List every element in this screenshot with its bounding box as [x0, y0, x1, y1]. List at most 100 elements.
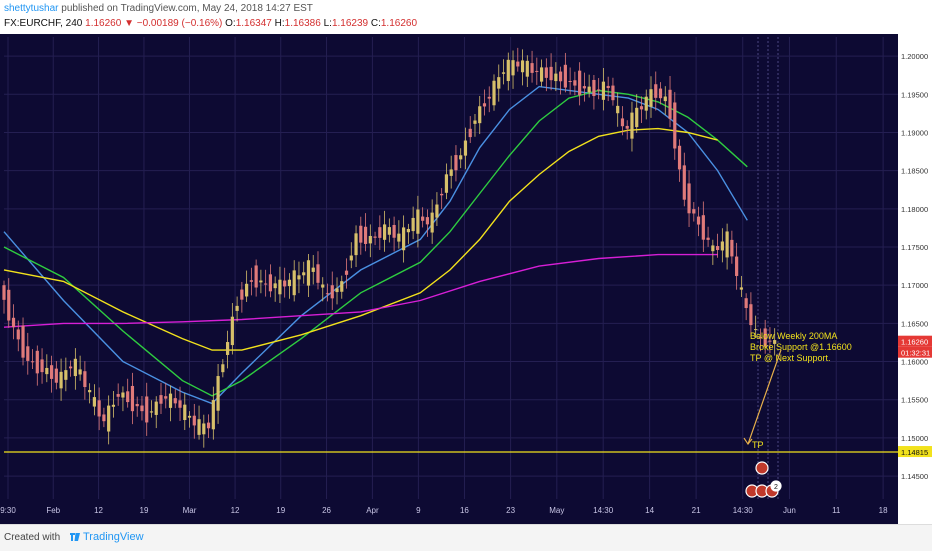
candle-body	[49, 365, 54, 379]
candle-body	[178, 400, 182, 408]
annotation-line-2: Broke Support @1.16600	[750, 342, 852, 352]
event-marker-icon[interactable]	[755, 461, 769, 475]
candle-body	[225, 342, 230, 355]
candle-body	[249, 280, 253, 282]
price-axis-background	[898, 34, 932, 524]
candle-body	[387, 227, 391, 235]
tradingview-brand[interactable]: TradingView	[83, 531, 144, 543]
time-tick-label: 18	[879, 506, 888, 515]
candle-body	[716, 246, 720, 251]
last-price-tag	[898, 335, 932, 347]
candle-body	[264, 283, 268, 285]
candle-body	[107, 405, 111, 432]
candle-body	[359, 225, 363, 243]
candle-body	[92, 397, 96, 407]
price-tick-label: 1.15500	[901, 396, 928, 405]
candle-body	[530, 63, 534, 73]
candle-body	[568, 80, 572, 82]
tradingview-logo-icon	[70, 533, 80, 541]
candle-body	[164, 396, 168, 399]
price-tick-label: 1.14500	[901, 472, 928, 481]
candle-body	[654, 84, 658, 98]
candle-body	[21, 325, 25, 358]
time-axis-ticks: 9:30 Feb 12 19 Mar 12 19 26 Apr 9 16 23 May 14:30 14 21…	[0, 506, 888, 515]
candle-body	[230, 316, 234, 346]
price-tick-label: 1.16500	[901, 319, 928, 328]
candle-body	[54, 368, 58, 383]
time-tick-label: Jun	[783, 506, 796, 515]
candle-body	[340, 281, 344, 292]
candle-body	[330, 285, 334, 299]
candle-body	[425, 217, 430, 225]
moving-average-line	[3, 253, 718, 328]
high-value: 1.16386	[284, 18, 321, 29]
candle-body	[116, 394, 120, 397]
candle-body	[520, 60, 525, 73]
moving-average-line	[3, 127, 718, 351]
candle-body	[373, 236, 377, 238]
candle-body	[88, 390, 92, 393]
candle-body	[292, 270, 296, 296]
time-tick-label: 26	[322, 506, 331, 515]
close-value: 1.16260	[380, 18, 418, 29]
candle-body	[126, 391, 130, 403]
price-axis-ticks: 1.20000 1.19500 1.19000 1.18500 1.18000 1.175…	[901, 52, 928, 481]
candle-body	[344, 270, 349, 275]
price-tick-label: 1.20000	[901, 52, 928, 61]
candle-body	[449, 169, 453, 176]
candle-body	[754, 329, 758, 331]
moving-average-line	[3, 89, 748, 397]
candle-body	[587, 86, 591, 93]
candle-body	[682, 165, 686, 200]
candle-body	[582, 86, 586, 89]
time-tick-label: 14:30	[733, 506, 754, 515]
candle-body	[206, 422, 211, 429]
publication-line: shettytushar published on TradingView.co…	[4, 3, 313, 14]
candle-body	[397, 233, 401, 242]
annotation-line-3: TP @ Next Support.	[750, 353, 831, 363]
candle-body	[578, 70, 582, 96]
candle-body	[539, 67, 544, 82]
candle-body	[382, 224, 387, 240]
candle-body	[11, 317, 16, 328]
candle-body	[725, 231, 729, 258]
price-tick-label: 1.16000	[901, 358, 928, 367]
moving-averages	[3, 85, 748, 405]
time-tick-label: 9	[416, 506, 421, 515]
candle-body	[306, 260, 311, 286]
candle-body	[335, 288, 339, 293]
event-count-badge[interactable]	[770, 480, 782, 492]
candle-body	[102, 414, 106, 422]
created-with-text: Created with	[4, 532, 61, 543]
candle-body	[211, 400, 215, 430]
projection-arrow-head	[743, 437, 753, 446]
moving-average-line	[3, 85, 748, 405]
time-tick-label: 21	[692, 506, 701, 515]
price-chart[interactable]: 1.20000 1.19500 1.19000 1.18500 1.18000 1.175…	[0, 34, 932, 524]
candle-body	[2, 285, 6, 300]
high-label: H:	[274, 18, 285, 29]
candle-body	[183, 404, 187, 421]
support-price-tag: 1.14815	[898, 446, 932, 458]
candle-body	[145, 396, 149, 423]
event-markers[interactable]: 2	[745, 461, 782, 498]
candle-body	[130, 385, 135, 412]
candle-body	[349, 255, 353, 261]
candles	[2, 47, 777, 448]
candle-body	[411, 217, 415, 232]
support-tag-text: 1.14815	[901, 448, 928, 457]
candle-body	[16, 329, 20, 340]
candle-body	[35, 350, 39, 374]
candle-body	[473, 120, 477, 124]
candle-body	[630, 112, 634, 139]
candle-body	[711, 245, 715, 252]
candle-body	[268, 274, 273, 292]
candle-body	[363, 226, 368, 244]
candle-body	[45, 367, 49, 375]
candle-body	[468, 128, 472, 138]
candle-body	[687, 183, 691, 214]
candle-body	[554, 73, 558, 82]
candle-body	[749, 304, 753, 326]
author-link[interactable]: shettytushar	[4, 3, 59, 14]
candle-body	[235, 305, 239, 311]
